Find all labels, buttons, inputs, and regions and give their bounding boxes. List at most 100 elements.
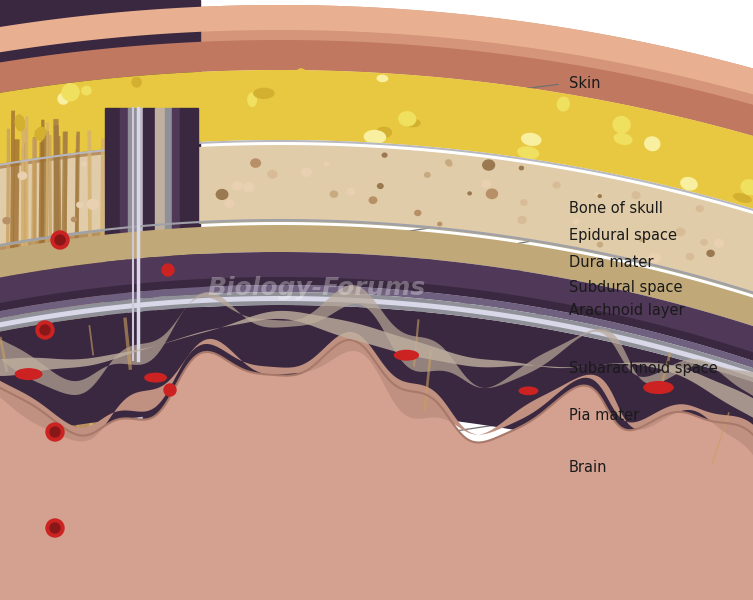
Ellipse shape <box>304 89 316 98</box>
Text: Skin: Skin <box>569 76 600 91</box>
Ellipse shape <box>519 89 537 103</box>
Ellipse shape <box>415 211 421 215</box>
Ellipse shape <box>369 197 376 203</box>
Ellipse shape <box>399 112 416 126</box>
Ellipse shape <box>574 220 579 224</box>
Ellipse shape <box>482 180 491 188</box>
Ellipse shape <box>15 369 42 379</box>
Ellipse shape <box>364 131 386 143</box>
Text: Biology-Forums: Biology-Forums <box>207 276 425 300</box>
Ellipse shape <box>648 253 660 263</box>
Ellipse shape <box>395 350 419 360</box>
Ellipse shape <box>715 239 724 247</box>
Text: Subarachnoid space: Subarachnoid space <box>569 361 718 377</box>
Ellipse shape <box>633 192 640 199</box>
Polygon shape <box>0 340 753 600</box>
Ellipse shape <box>446 160 451 164</box>
Circle shape <box>50 427 60 437</box>
Ellipse shape <box>483 160 495 170</box>
Ellipse shape <box>404 119 420 127</box>
Bar <box>120 108 128 600</box>
Ellipse shape <box>597 242 602 247</box>
Ellipse shape <box>701 240 707 245</box>
Ellipse shape <box>574 148 595 164</box>
Ellipse shape <box>15 115 25 131</box>
Ellipse shape <box>268 170 277 178</box>
Ellipse shape <box>331 191 337 197</box>
Ellipse shape <box>383 153 387 157</box>
Ellipse shape <box>733 194 751 202</box>
Polygon shape <box>0 5 753 383</box>
Ellipse shape <box>548 137 564 145</box>
Ellipse shape <box>377 75 388 82</box>
Circle shape <box>51 231 69 249</box>
Ellipse shape <box>58 94 69 104</box>
Ellipse shape <box>72 217 76 221</box>
Ellipse shape <box>437 223 442 226</box>
Polygon shape <box>0 285 753 586</box>
Ellipse shape <box>697 206 703 212</box>
Ellipse shape <box>81 162 87 166</box>
Ellipse shape <box>518 147 538 158</box>
Ellipse shape <box>232 181 242 190</box>
Polygon shape <box>0 332 753 600</box>
Ellipse shape <box>681 178 697 190</box>
Bar <box>133 108 138 600</box>
Circle shape <box>50 523 60 533</box>
Ellipse shape <box>37 127 46 137</box>
Circle shape <box>46 423 64 441</box>
Ellipse shape <box>599 195 602 197</box>
Ellipse shape <box>522 133 541 145</box>
Ellipse shape <box>741 180 753 194</box>
Polygon shape <box>0 292 753 575</box>
Circle shape <box>40 325 50 335</box>
Bar <box>0 132 105 600</box>
Polygon shape <box>0 311 753 587</box>
Ellipse shape <box>377 184 383 188</box>
Text: Bone of skull: Bone of skull <box>569 200 663 215</box>
Polygon shape <box>0 70 753 440</box>
Ellipse shape <box>154 175 163 182</box>
Ellipse shape <box>187 184 196 192</box>
Ellipse shape <box>254 88 274 98</box>
Circle shape <box>55 235 65 245</box>
Ellipse shape <box>518 217 526 223</box>
Ellipse shape <box>248 93 257 106</box>
Ellipse shape <box>82 86 91 95</box>
Polygon shape <box>0 340 753 600</box>
Bar <box>128 108 133 600</box>
Ellipse shape <box>520 387 538 395</box>
Bar <box>172 108 180 600</box>
Ellipse shape <box>686 253 694 260</box>
Ellipse shape <box>557 97 569 111</box>
Ellipse shape <box>707 250 714 256</box>
Polygon shape <box>0 305 753 600</box>
Ellipse shape <box>243 182 254 192</box>
Bar <box>155 108 165 600</box>
Circle shape <box>164 384 176 396</box>
Ellipse shape <box>596 192 599 194</box>
Ellipse shape <box>676 228 684 236</box>
Ellipse shape <box>35 129 44 140</box>
Ellipse shape <box>77 202 83 208</box>
Circle shape <box>46 519 64 537</box>
Ellipse shape <box>302 168 312 176</box>
Bar <box>105 108 120 600</box>
Ellipse shape <box>520 200 527 205</box>
Ellipse shape <box>325 162 329 166</box>
Ellipse shape <box>166 160 170 163</box>
Polygon shape <box>0 40 753 383</box>
Polygon shape <box>0 252 753 559</box>
Polygon shape <box>0 296 753 502</box>
Ellipse shape <box>62 84 79 101</box>
Ellipse shape <box>640 238 644 241</box>
Ellipse shape <box>145 373 166 382</box>
Text: Dura mater: Dura mater <box>569 255 653 270</box>
Ellipse shape <box>87 199 99 209</box>
Ellipse shape <box>447 162 452 166</box>
Ellipse shape <box>645 166 662 177</box>
Bar <box>0 0 200 600</box>
Ellipse shape <box>347 188 355 195</box>
Polygon shape <box>0 225 753 532</box>
Ellipse shape <box>184 167 193 174</box>
